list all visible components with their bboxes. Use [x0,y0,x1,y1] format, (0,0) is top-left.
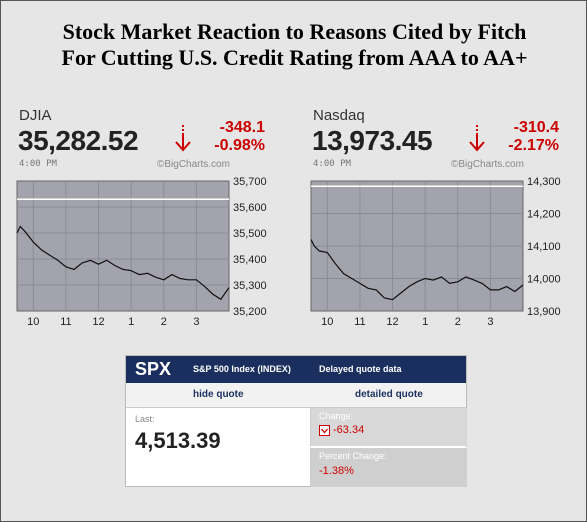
hide-quote-link[interactable]: hide quote [193,389,244,400]
y-tick-label: 14,300 [527,176,561,188]
down-arrow-box-icon [319,425,330,436]
nasdaq-x-tick-labels: 10 11 12 1 2 3 [321,316,493,328]
x-tick-label: 2 [161,316,167,328]
nasdaq-price-line [310,239,524,301]
x-tick-label: 10 [27,316,39,328]
spx-symbol: SPX [135,359,172,379]
djia-plot-area [16,180,230,312]
y-tick-label: 14,200 [527,209,561,221]
djia-pct-change: -0.98% [214,137,265,154]
nasdaq-credit: ©BigCharts.com [451,159,524,170]
nasdaq-name: Nasdaq [313,107,365,124]
spx-quote-box: SPX S&P 500 Index (INDEX) Delayed quote … [125,355,467,487]
x-tick-label: 1 [128,316,134,328]
nasdaq-pct-change: -2.17% [508,137,559,154]
x-tick-label: 12 [386,316,398,328]
x-tick-label: 10 [321,316,333,328]
x-tick-label: 12 [92,316,104,328]
djia-grid [17,181,229,311]
nasdaq-value: 13,973.45 [312,125,433,156]
djia-panel: DJIA 35,282.52 -348.1 -0.98% 4:00 PM ©Bi… [15,101,295,333]
djia-name: DJIA [19,107,52,124]
y-tick-label: 35,500 [233,228,267,240]
nasdaq-grid [311,181,523,311]
y-tick-label: 13,900 [527,306,561,318]
x-tick-label: 3 [193,316,199,328]
change-value: -63.34 [333,424,365,436]
djia-time-label: 4:00 PM [19,159,57,169]
spx-header: SPX S&P 500 Index (INDEX) Delayed quote … [126,356,466,383]
down-arrow-icon [469,125,485,152]
x-tick-label: 1 [422,316,428,328]
djia-x-tick-labels: 10 11 12 1 2 3 [27,316,199,328]
title-line-1: Stock Market Reaction to Reasons Cited b… [62,19,527,44]
percent-change-value: -1.38% [319,465,354,477]
y-tick-label: 14,000 [527,274,561,286]
spx-links-bar: hide quote detailed quote [126,383,466,408]
djia-price-line [16,225,230,301]
x-tick-label: 11 [354,316,365,328]
x-tick-label: 2 [455,316,461,328]
y-tick-label: 35,600 [233,202,267,214]
spx-last-cell: Last: 4,513.39 [126,408,310,486]
percent-change-label: Percent Change: [319,451,387,461]
change-label: Change: [319,411,354,421]
djia-credit: ©BigCharts.com [157,159,230,170]
y-tick-label: 35,400 [233,254,267,266]
graphic-title: Stock Market Reaction to Reasons Cited b… [1,19,587,71]
x-tick-label: 3 [487,316,493,328]
y-tick-label: 35,200 [233,306,267,318]
y-tick-label: 35,700 [233,176,267,188]
djia-change: -348.1 [219,119,265,136]
detailed-quote-link[interactable]: detailed quote [355,389,423,400]
nasdaq-y-tick-labels: 14,300 14,200 14,100 14,000 13,900 [527,176,561,318]
djia-value: 35,282.52 [18,125,139,156]
djia-chart: 35,700 35,600 35,500 35,400 35,300 35,200 10 1… [16,176,267,328]
spx-index-name: S&P 500 Index (INDEX) [193,364,291,374]
title-line-2: For Cutting U.S. Credit Rating from AAA … [61,45,528,70]
djia-y-tick-labels: 35,700 35,600 35,500 35,400 35,300 35,200 [233,176,267,318]
down-arrow-icon [175,125,191,152]
spx-delay-note: Delayed quote data [319,364,402,374]
last-value: 4,513.39 [135,428,221,453]
nasdaq-change: -310.4 [513,119,559,136]
y-tick-label: 35,300 [233,280,267,292]
spx-percent-cell: Percent Change: -1.38% [310,447,467,487]
x-tick-label: 11 [60,316,71,328]
y-tick-label: 14,100 [527,241,561,253]
nasdaq-time-label: 4:00 PM [313,159,351,169]
spx-change-cell: Change: -63.34 [310,408,467,446]
last-label: Last: [135,414,155,424]
nasdaq-panel: Nasdaq 13,973.45 -310.4 -2.17% 4:00 PM ©… [309,101,587,333]
